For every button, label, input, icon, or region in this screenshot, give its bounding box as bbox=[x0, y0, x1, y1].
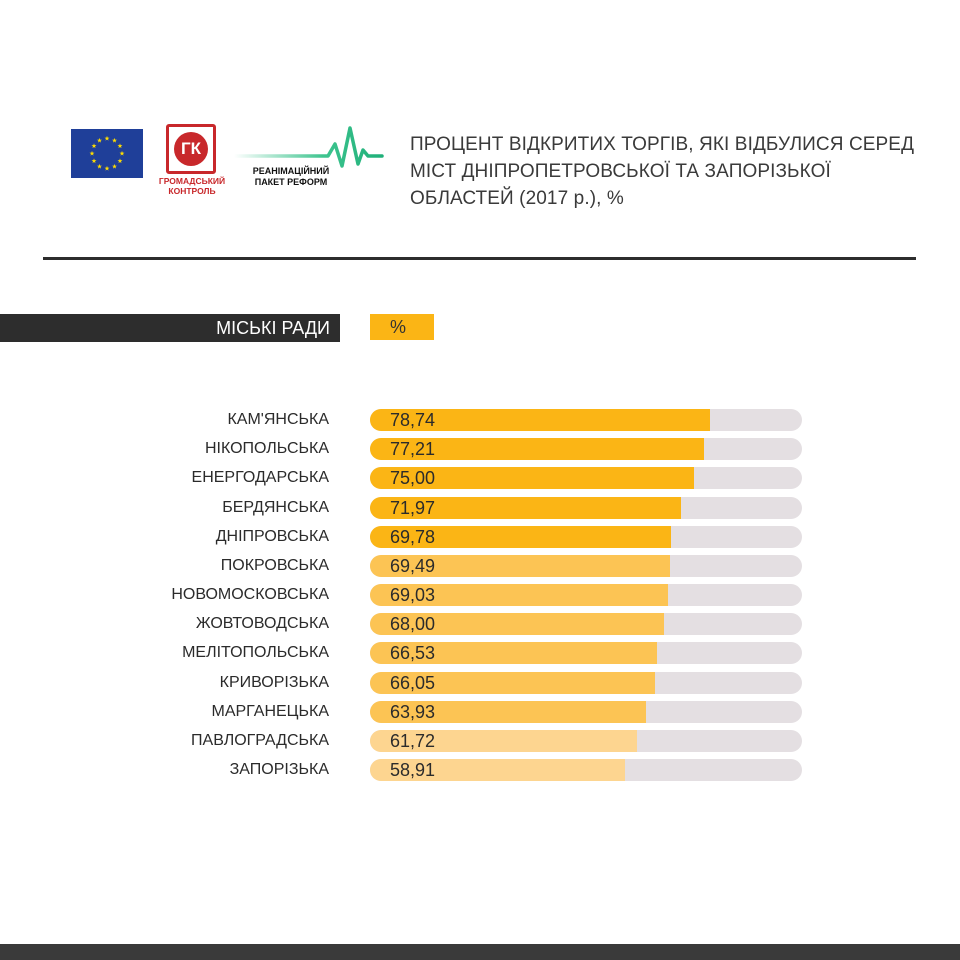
eu-star bbox=[117, 143, 123, 149]
eu-star bbox=[112, 137, 117, 143]
legend-category-label: МІСЬКІ РАДИ bbox=[216, 318, 330, 338]
eu-star bbox=[117, 158, 123, 164]
category-label: КАМ'ЯНСЬКА bbox=[227, 411, 329, 428]
bar bbox=[370, 759, 625, 781]
bar bbox=[370, 409, 711, 431]
bar-track: 66,53 bbox=[370, 642, 802, 664]
bar-track: 69,49 bbox=[370, 555, 802, 577]
category-label: ЖОВТОВОДСЬКА bbox=[195, 615, 329, 632]
bar-value-label: 68,00 bbox=[390, 614, 436, 634]
bar bbox=[370, 672, 656, 694]
bar-track: 66,05 bbox=[370, 672, 802, 694]
bar-track: 69,03 bbox=[370, 584, 802, 606]
bar bbox=[370, 438, 704, 460]
gk-caption: ГРОМАДСЬКИЙ КОНТРОЛЬ bbox=[158, 176, 226, 196]
bar-track: 78,74 bbox=[370, 409, 802, 431]
legend-category-band bbox=[0, 314, 340, 342]
bar bbox=[370, 584, 669, 606]
eu-star bbox=[119, 150, 125, 156]
bar-track: 69,78 bbox=[370, 526, 802, 548]
rpr-logo: РЕАНІМАЦІЙНИЙ ПАКЕТ РЕФОРМ bbox=[232, 124, 384, 194]
category-label: ДНІПРОВСЬКА bbox=[215, 528, 329, 545]
bar-value-label: 69,03 bbox=[390, 585, 436, 605]
eu-star bbox=[91, 143, 97, 149]
category-label: ПОКРОВСЬКА bbox=[220, 557, 329, 574]
bar-track: 71,97 bbox=[370, 497, 802, 519]
bar-value-label: 75,00 bbox=[390, 468, 436, 488]
eu-star bbox=[89, 150, 95, 156]
rpr-caption: РЕАНІМАЦІЙНИЙ ПАКЕТ РЕФОРМ bbox=[252, 166, 330, 187]
bar-track: 58,91 bbox=[370, 759, 802, 781]
eu-star bbox=[104, 135, 110, 141]
bar-value-label: 78,74 bbox=[390, 410, 436, 430]
category-label: НОВОМОСКОВСЬКА bbox=[171, 586, 329, 603]
eu-flag-icon bbox=[71, 129, 143, 178]
bar bbox=[370, 701, 647, 723]
footer-bar bbox=[0, 944, 960, 960]
header-divider bbox=[43, 257, 916, 260]
eu-star bbox=[104, 165, 110, 171]
category-label: КРИВОРІЗЬКА bbox=[219, 674, 329, 691]
category-label: ПАВЛОГРАДСЬКА bbox=[191, 732, 329, 749]
heartbeat-icon bbox=[232, 126, 384, 168]
category-label: БЕРДЯНСЬКА bbox=[222, 499, 329, 516]
bar-track: 61,72 bbox=[370, 730, 802, 752]
legend-value-swatch: % bbox=[370, 314, 434, 340]
bar-value-label: 77,21 bbox=[390, 439, 436, 459]
eu-star bbox=[91, 158, 97, 164]
bar-value-label: 61,72 bbox=[390, 731, 436, 751]
bar bbox=[370, 555, 671, 577]
category-label: ЕНЕРГОДАРСЬКА bbox=[191, 469, 329, 486]
bar-value-label: 63,93 bbox=[390, 702, 436, 722]
category-label: НІКОПОЛЬСЬКА bbox=[204, 440, 329, 457]
bar-value-label: 71,97 bbox=[390, 498, 436, 518]
bar bbox=[370, 730, 637, 752]
bar-track: 63,93 bbox=[370, 701, 802, 723]
bar bbox=[370, 467, 694, 489]
bar-value-label: 69,78 bbox=[390, 527, 436, 547]
gromadskyi-kontrol-logo: ГК ГРОМАДСЬКИЙ КОНТРОЛЬ bbox=[158, 124, 226, 199]
chart-title: ПРОЦЕНТ ВІДКРИТИХ ТОРГІВ, ЯКІ ВІДБУЛИСЯ … bbox=[410, 134, 915, 209]
bar-track: 77,21 bbox=[370, 438, 802, 460]
category-label: МЕЛІТОПОЛЬСЬКА bbox=[182, 644, 329, 661]
eu-star bbox=[112, 163, 117, 169]
eu-star bbox=[97, 163, 102, 169]
legend-value-label: % bbox=[390, 317, 407, 337]
eu-flag-logo bbox=[71, 129, 143, 178]
gk-frame: ГК bbox=[166, 124, 216, 174]
bar-track: 75,00 bbox=[370, 467, 802, 489]
bar bbox=[370, 642, 658, 664]
eu-star bbox=[97, 137, 102, 143]
bar-value-label: 58,91 bbox=[390, 760, 436, 780]
bar-value-label: 69,49 bbox=[390, 556, 436, 576]
bar-value-label: 66,53 bbox=[390, 643, 436, 663]
category-label: ЗАПОРІЗЬКА bbox=[229, 761, 329, 778]
gk-mark: ГК bbox=[174, 132, 208, 166]
bar bbox=[370, 526, 672, 548]
bar-value-label: 66,05 bbox=[390, 673, 436, 693]
bar-track: 68,00 bbox=[370, 613, 802, 635]
category-label: МАРГАНЕЦЬКА bbox=[211, 703, 330, 720]
bar bbox=[370, 497, 681, 519]
bar bbox=[370, 613, 664, 635]
